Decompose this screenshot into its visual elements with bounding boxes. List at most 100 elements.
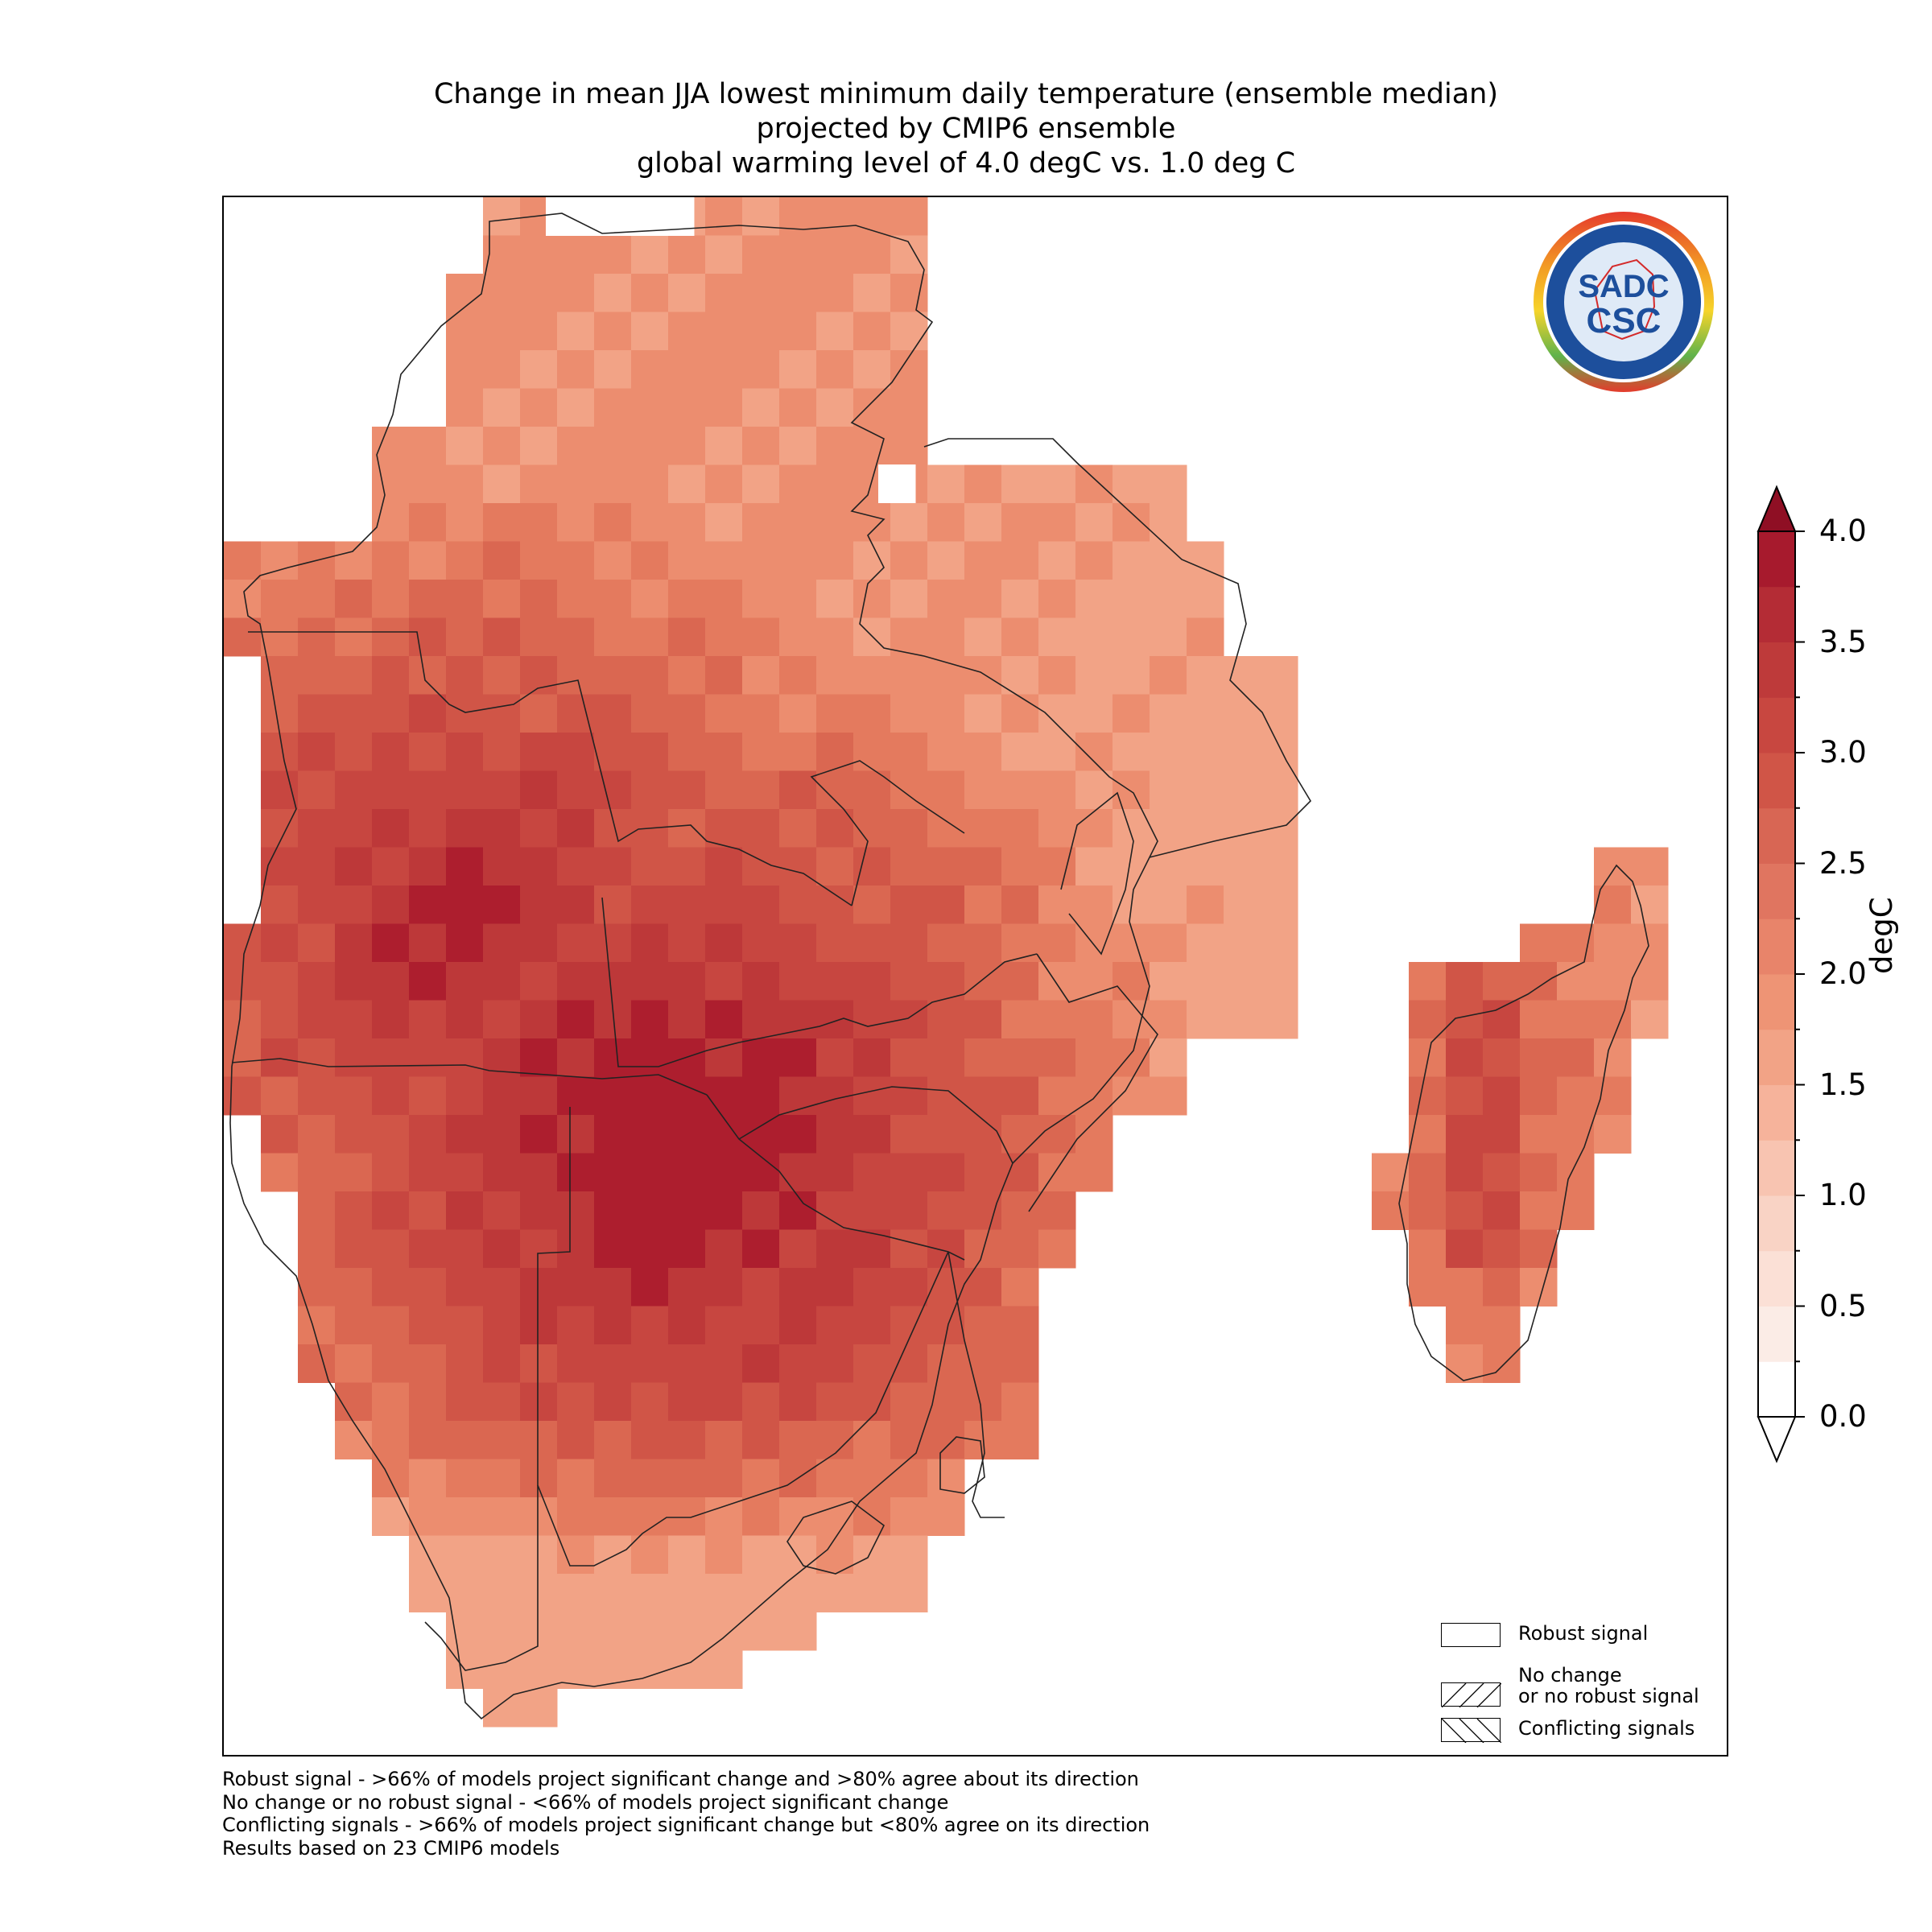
grid-cell [557, 1268, 595, 1307]
grid-cell [520, 1268, 558, 1307]
grid-cell [372, 923, 410, 963]
grid-cell [631, 1191, 669, 1230]
grid-cell [1187, 694, 1224, 733]
grid-cell [816, 427, 854, 465]
grid-cell [520, 1191, 558, 1230]
grid-cell [1594, 1115, 1632, 1154]
grid-cell [705, 1574, 743, 1612]
grid-cell [446, 1038, 484, 1077]
grid-cell [742, 1344, 780, 1383]
grid-cell [1483, 1344, 1521, 1383]
colorbar-tick-label: 0.5 [1819, 1288, 1867, 1323]
grid-cell [557, 464, 595, 504]
grid-cell [631, 962, 669, 1001]
grid-cell [372, 1497, 410, 1536]
grid-cell [1224, 694, 1261, 733]
grid-cell [1001, 847, 1039, 886]
grid-cell [520, 1229, 558, 1269]
grid-cell [1631, 1000, 1669, 1039]
grid-cell [853, 847, 891, 886]
grid-cell [409, 1076, 447, 1116]
grid-cell [742, 962, 780, 1001]
grid-cell [409, 541, 447, 580]
grid-cell [668, 617, 706, 657]
grid-cell [1150, 770, 1187, 810]
grid-cell [446, 427, 484, 465]
grid-cell [779, 770, 817, 810]
grid-cell [1038, 580, 1076, 618]
grid-cell [557, 1306, 595, 1345]
grid-cell [890, 1191, 928, 1230]
grid-cell [742, 809, 780, 848]
grid-cell [742, 1535, 780, 1575]
grid-cell [261, 656, 299, 695]
grid-cell [483, 1535, 521, 1575]
grid-cell [964, 580, 1002, 618]
grid-cell [853, 1421, 891, 1459]
grid-cell [1483, 1191, 1521, 1230]
grid-cell [409, 1344, 447, 1383]
grid-cell [409, 1306, 447, 1345]
grid-cell [594, 1382, 632, 1422]
note-models: Results based on 23 CMIP6 models [222, 1836, 560, 1860]
grid-cell [705, 541, 743, 580]
grid-cell [335, 617, 373, 657]
grid-cell [631, 656, 669, 695]
grid-cell [409, 1574, 447, 1612]
grid-cell [927, 1382, 965, 1422]
grid-cell [261, 962, 299, 1001]
grid-cell [1224, 923, 1261, 963]
grid-cell [631, 617, 669, 657]
grid-cell [1446, 1191, 1484, 1230]
grid-cell [1409, 1076, 1447, 1116]
grid-cell [1187, 733, 1224, 771]
grid-cell [1520, 962, 1558, 1001]
title-line-2: projected by CMIP6 ensemble [756, 113, 1176, 145]
grid-cell [372, 886, 410, 924]
border-zambia-south [601, 897, 1038, 1067]
grid-cell [224, 580, 262, 618]
grid-cell [557, 847, 595, 886]
grid-cell [779, 1191, 817, 1230]
grid-cell [594, 886, 632, 924]
grid-cell [446, 541, 484, 580]
border-eswatini [939, 1436, 985, 1494]
grid-cell [1261, 770, 1298, 810]
grid-cell [1001, 617, 1039, 657]
grid-cell [446, 1459, 484, 1498]
grid-cell [520, 809, 558, 848]
grid-cell [964, 1000, 1002, 1039]
grid-cell [594, 733, 632, 771]
grid-cell [1001, 464, 1039, 504]
grid-cell [1557, 1153, 1595, 1192]
grid-cell [1409, 1153, 1447, 1192]
grid-cell-missing [546, 197, 584, 236]
grid-cell [261, 733, 299, 771]
grid-cell [298, 1153, 336, 1192]
grid-cell [705, 1344, 743, 1383]
grid-cell [668, 923, 706, 963]
grid-cell [779, 1421, 817, 1459]
grid-cell [853, 1268, 891, 1307]
grid-cell [853, 1153, 891, 1192]
grid-cell [446, 1153, 484, 1192]
grid-cell [964, 464, 1002, 504]
grid-cell [1038, 464, 1076, 504]
grid-cell [261, 886, 299, 924]
grid-cell [742, 1153, 780, 1192]
grid-cell [668, 235, 706, 275]
grid-cell [483, 1497, 521, 1536]
grid-cell [631, 350, 669, 389]
grid-cell [1038, 962, 1076, 1001]
grid-cell [1038, 1038, 1076, 1077]
grid-cell [816, 733, 854, 771]
grid-cell [1483, 1229, 1521, 1269]
grid-cell [557, 388, 595, 427]
grid-cell [557, 427, 595, 465]
grid-cell [779, 847, 817, 886]
grid-cell [446, 464, 484, 504]
grid-cell [927, 923, 965, 963]
grid-cell [742, 617, 780, 657]
legend-box-robust [1441, 1623, 1501, 1647]
grid-cell [298, 1115, 336, 1154]
